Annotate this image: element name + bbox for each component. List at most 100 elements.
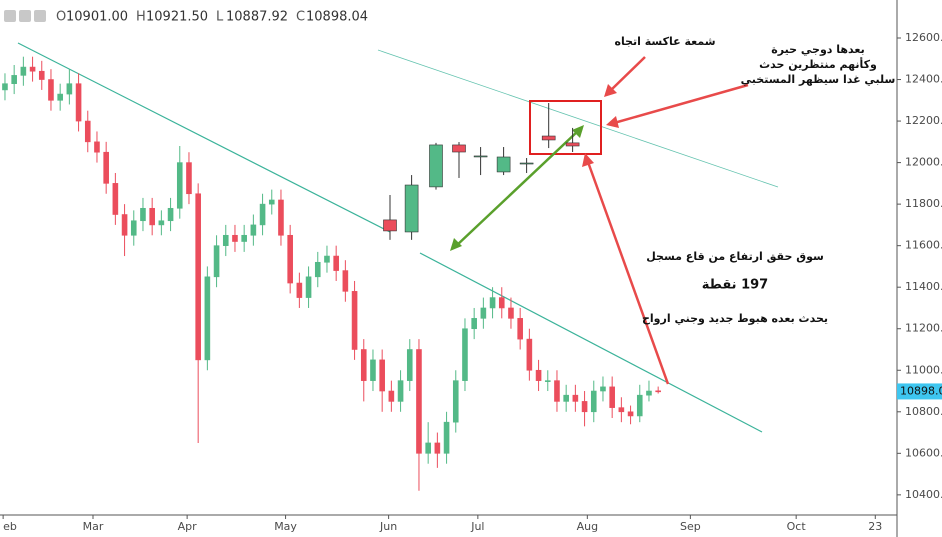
green-arrow: [450, 125, 584, 251]
candle-body: [462, 328, 468, 381]
candle-body: [397, 380, 404, 402]
candle-body: [232, 234, 238, 242]
candle-body: [541, 135, 556, 141]
candle-body: [655, 390, 661, 393]
ohlc-label: H: [136, 10, 146, 25]
candle-body: [314, 261, 321, 278]
candle-body: [535, 369, 542, 381]
highlight-box: [529, 100, 602, 155]
candle-body: [241, 234, 247, 242]
candle-body: [186, 162, 192, 195]
candle-body: [48, 79, 54, 101]
x-tick-label: eb: [3, 520, 17, 533]
close-icon[interactable]: [34, 10, 46, 22]
candle-body: [11, 75, 17, 84]
arrow-head: [604, 84, 617, 97]
candle-body: [121, 214, 128, 236]
trend-line: [377, 49, 779, 188]
candle-body: [250, 224, 257, 236]
x-tick-label: Apr: [178, 520, 198, 533]
candle-body: [519, 162, 534, 165]
x-tick-label: Oct: [787, 520, 807, 533]
candle-body: [404, 184, 419, 233]
candle-body: [452, 380, 459, 423]
candle-body: [452, 144, 466, 153]
candle-body: [140, 207, 146, 222]
arrow-head: [606, 116, 619, 128]
y-tick-label: 11600.00: [905, 239, 942, 252]
candle-body: [75, 83, 82, 122]
annotation: بعدها دوجي حيرة: [771, 43, 864, 56]
candle-body: [554, 380, 560, 402]
candle-body: [544, 380, 551, 382]
candle-body: [434, 442, 441, 454]
candle-body: [636, 394, 643, 417]
candle-body: [351, 291, 358, 350]
candle-body: [581, 401, 588, 413]
candle-body: [443, 421, 450, 454]
ohlc-value: 10898.04: [306, 10, 368, 25]
candle-body: [259, 203, 266, 226]
candle-body: [406, 349, 413, 381]
candle-body: [57, 93, 63, 101]
candle-body: [324, 255, 330, 263]
candle-body: [590, 390, 597, 413]
ohlc-label: O: [56, 10, 66, 25]
ohlc-value: 10901.00: [66, 10, 128, 25]
trend-line: [17, 42, 391, 233]
candle-body: [627, 411, 634, 417]
candle-body: [130, 220, 137, 236]
candle-body: [149, 207, 155, 226]
candle-body: [618, 407, 625, 413]
candle-body: [167, 207, 174, 222]
trend-line: [419, 252, 763, 433]
candle-body: [204, 276, 211, 361]
candle-body: [103, 151, 109, 184]
candle-body: [195, 193, 201, 361]
y-tick-label: 10600.00: [905, 446, 942, 459]
candle-body: [66, 83, 73, 95]
x-tick-label: Sep: [680, 520, 701, 533]
arrow-head: [450, 238, 462, 251]
arrow: [586, 161, 670, 385]
arrow: [609, 56, 646, 92]
ohlc-label: L: [216, 10, 224, 25]
candle-body: [38, 70, 45, 80]
candle-body: [508, 307, 514, 319]
y-tick-label: 11200.00: [905, 322, 942, 335]
y-tick-label: 12200.00: [905, 114, 942, 127]
candle-body: [112, 183, 119, 215]
x-tick-label: 23: [868, 520, 882, 533]
candle-body: [268, 199, 275, 205]
ohlc-value: 10921.50: [146, 10, 208, 25]
candle-body: [222, 234, 229, 246]
y-tick-label: 12400.00: [905, 73, 942, 86]
candle-body: [158, 220, 165, 226]
candle-body: [379, 359, 385, 392]
annotation: شمعة عاكسة اتجاه: [614, 35, 715, 48]
candle-body: [609, 386, 615, 408]
annotation: سلبي غدا سيظهر المستخبي: [741, 73, 896, 86]
x-tick-label: Jun: [379, 520, 397, 533]
last-price-tag: [897, 383, 942, 400]
ohlc-value: 10887.92: [226, 10, 288, 25]
y-tick-label: 11800.00: [905, 197, 942, 210]
x-tick-label: Mar: [83, 520, 104, 533]
annotation: 197 نقطة: [702, 278, 768, 293]
settings-icon[interactable]: [19, 10, 31, 22]
candle-body: [2, 83, 8, 91]
candle-body: [84, 120, 91, 143]
candle-body: [287, 234, 293, 284]
candle-body: [646, 390, 652, 396]
candle-body: [176, 162, 183, 209]
y-tick-label: 11000.00: [905, 363, 942, 376]
y-tick-label: 12600.00: [905, 31, 942, 44]
candle-body: [517, 318, 523, 340]
eye-icon[interactable]: [4, 10, 16, 22]
arrow-head: [572, 125, 584, 138]
y-tick-label: 11400.00: [905, 280, 942, 293]
drawings: [17, 42, 779, 433]
annotation: يحدث بعده هبوط جديد وجني ارواح: [642, 312, 828, 325]
